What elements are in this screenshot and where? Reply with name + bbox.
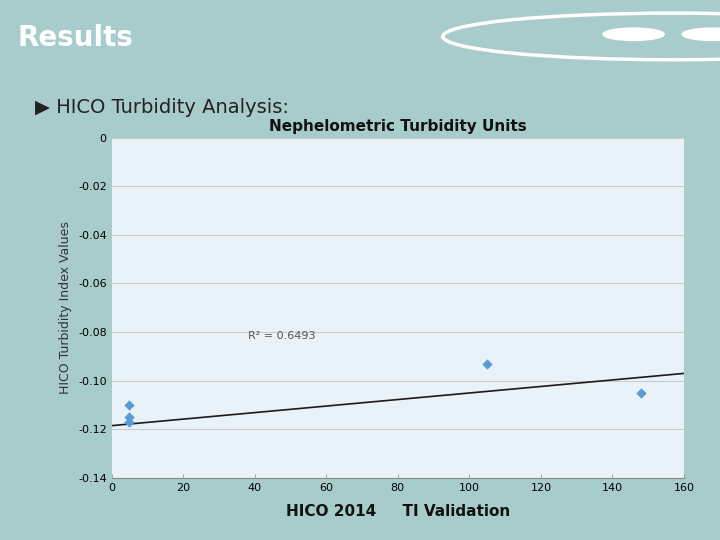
Point	[635, 388, 647, 397]
Ellipse shape	[683, 28, 720, 40]
Text: R² = 0.6493: R² = 0.6493	[248, 332, 315, 341]
Point	[124, 401, 135, 409]
Y-axis label: HICO Turbidity Index Values: HICO Turbidity Index Values	[60, 221, 73, 394]
Ellipse shape	[603, 28, 665, 40]
Text: ▶ HICO Turbidity Analysis:: ▶ HICO Turbidity Analysis:	[35, 98, 289, 117]
Point	[124, 413, 135, 421]
Point	[124, 417, 135, 426]
Text: Results: Results	[18, 24, 134, 52]
X-axis label: HICO 2014     TI Validation: HICO 2014 TI Validation	[286, 504, 510, 519]
Title: Nephelometric Turbidity Units: Nephelometric Turbidity Units	[269, 119, 526, 134]
Point	[482, 359, 493, 368]
